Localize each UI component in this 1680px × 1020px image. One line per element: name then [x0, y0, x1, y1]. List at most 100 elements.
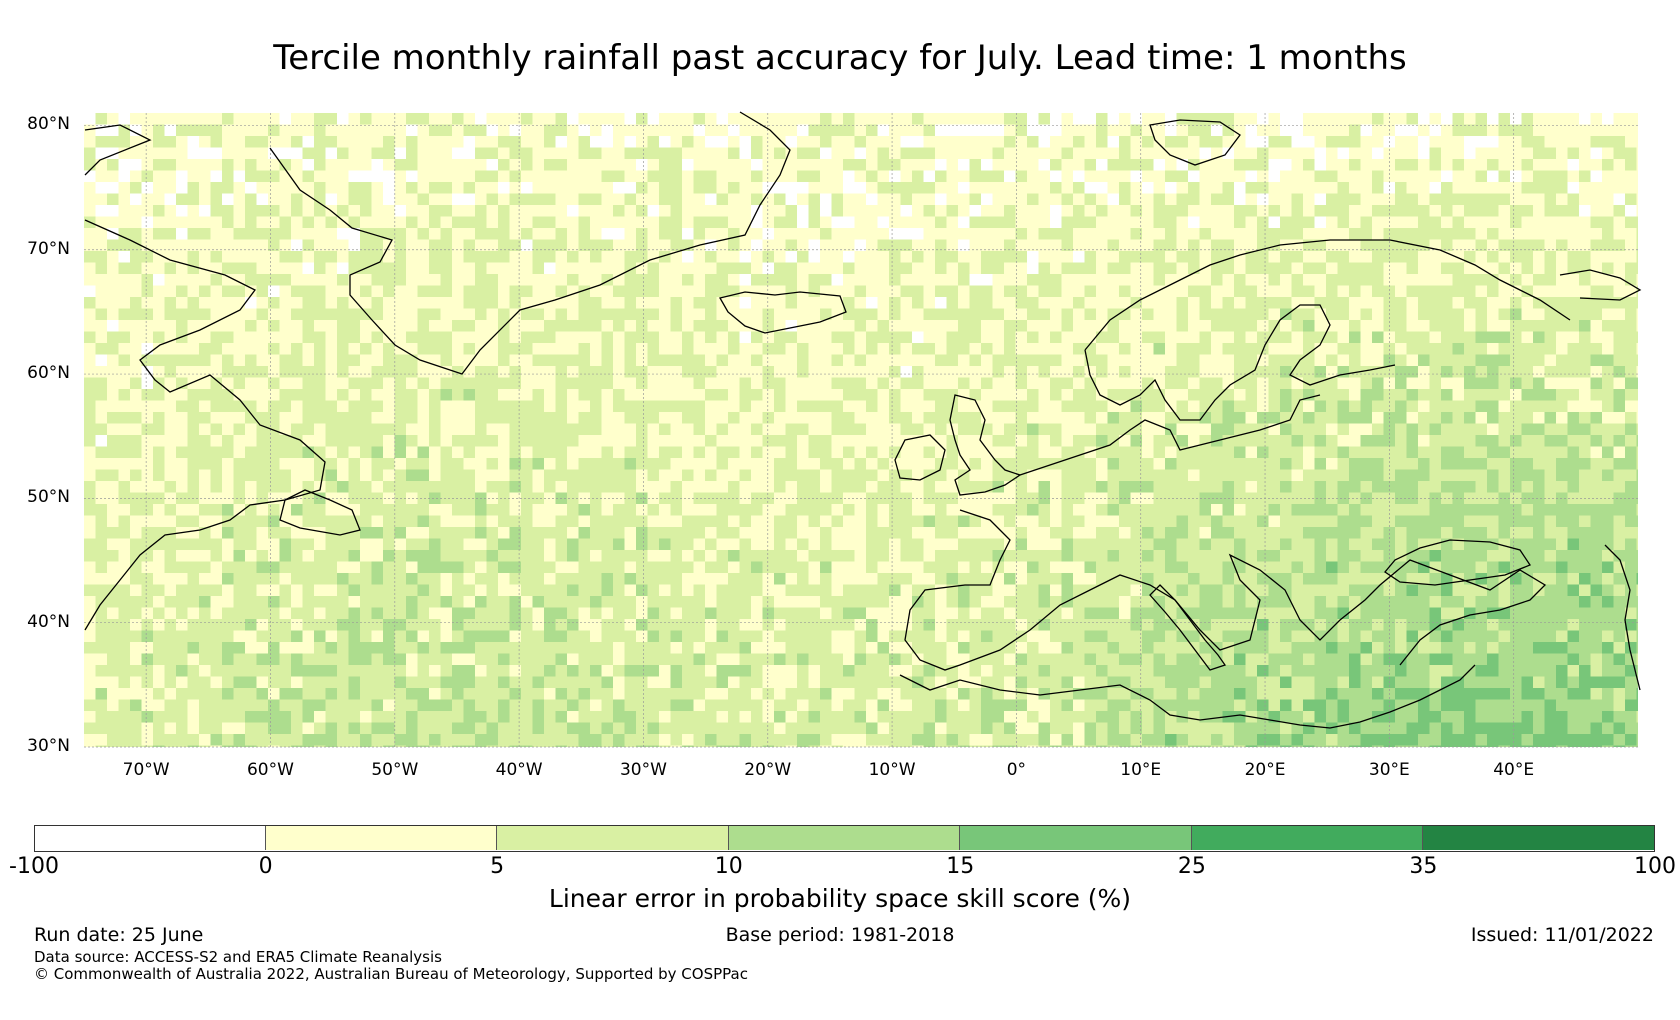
- grid-cell: [1222, 331, 1235, 344]
- grid-cell: [1142, 159, 1154, 171]
- grid-cell: [912, 469, 924, 482]
- grid-cell: [325, 481, 338, 493]
- grid-cell: [1567, 182, 1580, 194]
- grid-cell: [1590, 366, 1603, 378]
- grid-cell: [325, 113, 338, 125]
- grid-cell: [1176, 170, 1189, 183]
- grid-cell: [291, 400, 303, 413]
- grid-cell: [1429, 113, 1442, 125]
- grid-cell: [1119, 262, 1131, 275]
- grid-cell: [107, 205, 119, 217]
- grid-cell: [1464, 193, 1476, 206]
- grid-cell: [1165, 182, 1177, 194]
- grid-cell: [452, 113, 464, 125]
- grid-cell: [1107, 216, 1120, 229]
- grid-cell: [751, 458, 763, 470]
- grid-cell: [555, 331, 568, 344]
- grid-cell: [1521, 274, 1534, 286]
- grid-cell: [1372, 136, 1384, 148]
- grid-cell: [1533, 469, 1545, 482]
- grid-cell: [348, 274, 361, 286]
- grid-cell: [774, 400, 786, 413]
- grid-cell: [1372, 515, 1384, 528]
- grid-cell: [774, 389, 786, 401]
- grid-cell: [797, 412, 809, 424]
- grid-cell: [1360, 274, 1373, 286]
- grid-cell: [1567, 458, 1580, 470]
- grid-cell: [1073, 481, 1085, 493]
- grid-cell: [1119, 274, 1131, 286]
- grid-cell: [233, 320, 246, 332]
- grid-cell: [1556, 170, 1568, 183]
- grid-cell: [716, 435, 729, 447]
- grid-cell: [567, 469, 579, 482]
- grid-cell: [1061, 205, 1074, 217]
- grid-cell: [118, 228, 131, 240]
- grid-cell: [785, 377, 798, 390]
- grid-cell: [1372, 228, 1384, 240]
- grid-cell: [1257, 458, 1269, 470]
- grid-cell: [1257, 124, 1269, 137]
- grid-cell: [1291, 297, 1304, 309]
- grid-cell: [762, 331, 775, 344]
- grid-cell: [199, 182, 211, 194]
- grid-cell: [475, 458, 487, 470]
- grid-cell: [153, 285, 165, 298]
- grid-cell: [1406, 228, 1419, 240]
- grid-cell: [245, 239, 257, 252]
- grid-cell: [1521, 400, 1534, 413]
- grid-cell: [590, 239, 602, 252]
- grid-cell: [164, 297, 177, 309]
- grid-cell: [785, 354, 798, 367]
- grid-cell: [889, 354, 901, 367]
- grid-cell: [1326, 228, 1338, 240]
- grid-cell: [578, 354, 591, 367]
- grid-cell: [1326, 239, 1338, 252]
- grid-cell: [1050, 297, 1062, 309]
- grid-cell: [141, 297, 154, 309]
- grid-cell: [475, 400, 487, 413]
- grid-cell: [1544, 354, 1557, 367]
- grid-cell: [1498, 228, 1511, 240]
- grid-cell: [176, 389, 188, 401]
- grid-cell: [1613, 124, 1626, 137]
- grid-cell: [774, 285, 786, 298]
- grid-cell: [981, 216, 993, 229]
- grid-cell: [1107, 446, 1120, 459]
- grid-cell: [1395, 377, 1407, 390]
- grid-cell: [693, 124, 706, 137]
- grid-cell: [831, 331, 844, 344]
- grid-cell: [1487, 423, 1499, 436]
- grid-cell: [1441, 274, 1453, 286]
- grid-cell: [716, 331, 729, 344]
- grid-cell: [1429, 297, 1442, 309]
- grid-cell: [958, 297, 970, 309]
- grid-cell: [958, 193, 970, 206]
- grid-cell: [1130, 481, 1143, 493]
- grid-cell: [417, 446, 430, 459]
- grid-cell: [1533, 400, 1545, 413]
- grid-cell: [1521, 458, 1534, 470]
- grid-cell: [210, 147, 223, 160]
- grid-cell: [1510, 320, 1522, 332]
- grid-cell: [1452, 239, 1465, 252]
- grid-cell: [1326, 262, 1338, 275]
- grid-cell: [935, 136, 947, 148]
- grid-cell: [613, 285, 625, 298]
- grid-cell: [739, 147, 752, 160]
- grid-cell: [84, 331, 96, 344]
- grid-cell: [1211, 504, 1223, 516]
- grid-cell: [429, 113, 441, 125]
- grid-cell: [187, 274, 200, 286]
- grid-cell: [578, 377, 591, 390]
- grid-cell: [325, 435, 338, 447]
- grid-cell: [808, 308, 821, 321]
- grid-cell: [647, 366, 660, 378]
- grid-cell: [1349, 320, 1361, 332]
- grid-cell: [981, 389, 993, 401]
- grid-cell: [555, 423, 568, 436]
- grid-cell: [1199, 412, 1212, 424]
- grid-cell: [693, 320, 706, 332]
- grid-cell: [233, 492, 246, 505]
- grid-cell: [969, 193, 982, 206]
